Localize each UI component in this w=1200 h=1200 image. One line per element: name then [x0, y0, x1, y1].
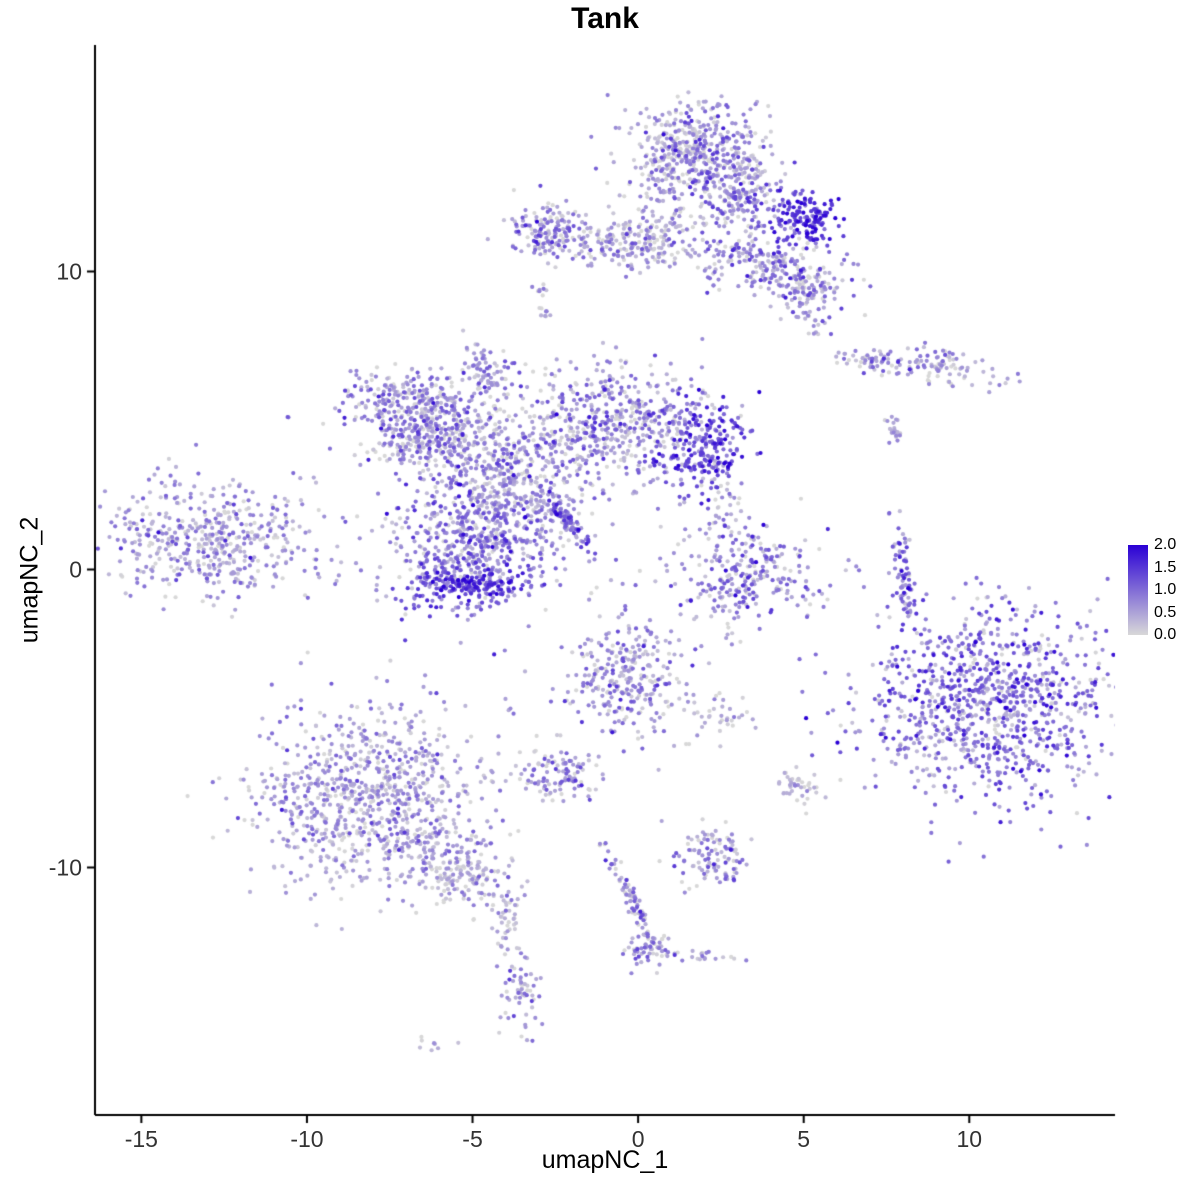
y-tick-label: 0: [69, 556, 82, 583]
x-tick-label: 10: [956, 1126, 983, 1152]
plot-title: Tank: [571, 2, 639, 35]
colorbar-tick-label: 1.5: [1154, 558, 1177, 576]
y-tick-label: 10: [56, 258, 82, 285]
x-tick-label: 5: [797, 1126, 811, 1152]
colorbar-tick-label: 0.5: [1154, 603, 1177, 621]
colorbar-tick-label: 0.0: [1154, 626, 1177, 643]
x-tick-label: -10: [290, 1126, 324, 1152]
colorbar-tick-label: 1.0: [1154, 581, 1177, 598]
x-tick-label: -5: [462, 1126, 483, 1152]
x-tick-label: 0: [631, 1126, 645, 1152]
colorbar-tick-label: 2.0: [1154, 536, 1177, 553]
x-axis-label: umapNC_1: [541, 1146, 669, 1174]
colorbar-gradient: [1128, 545, 1148, 635]
y-tick-label: -10: [48, 854, 82, 881]
x-tick-label: -15: [124, 1126, 158, 1152]
